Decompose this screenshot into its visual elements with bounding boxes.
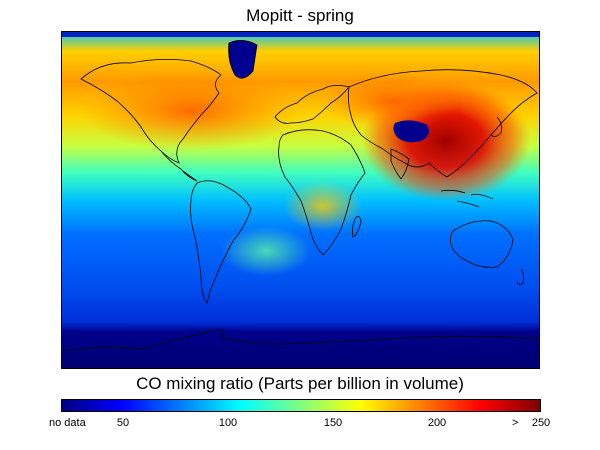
colorbar-greater-than: > [512, 417, 519, 429]
siberia-plume [321, 73, 461, 129]
greenland-no-data [228, 40, 257, 79]
coastline-north-america [80, 59, 222, 164]
africa-plume [283, 181, 363, 231]
colorbar-tick-200: 200 [427, 417, 447, 429]
arctic-no-data-strip [61, 31, 540, 37]
world-map-svg [61, 31, 540, 369]
colorbar-tick-250: 250 [531, 417, 551, 429]
map-frame [61, 31, 540, 369]
colorbar-tick-50: 50 [116, 417, 130, 429]
north-america-plume [81, 71, 301, 151]
coastline-madagascar [351, 216, 362, 238]
coastline-south-america [190, 180, 252, 304]
colorbar [61, 399, 541, 412]
coastline-japan [490, 116, 502, 137]
coastline-antarctica [61, 329, 540, 352]
colorbar-title: CO mixing ratio (Parts per billion in vo… [136, 374, 464, 393]
colorbar-tick-100: 100 [218, 417, 238, 429]
coastline-central-america [160, 150, 198, 182]
coastlines [61, 40, 540, 352]
co-concentration-map [61, 31, 540, 369]
colorbar-tick-no-data: no data [49, 417, 86, 429]
coastline-new-zealand [516, 268, 525, 285]
colorbar-tick-150: 150 [323, 417, 343, 429]
coastline-indonesia [440, 189, 494, 208]
coastline-asia [347, 69, 538, 178]
coastline-india [390, 148, 410, 180]
coastline-greenland [228, 40, 258, 79]
coastline-africa [278, 129, 366, 256]
coastline-australia [449, 220, 514, 268]
tibet-no-data [393, 120, 429, 143]
south-america-plume [221, 226, 311, 276]
coastline-europe [274, 85, 350, 124]
map-title: Mopitt - spring [246, 6, 354, 25]
